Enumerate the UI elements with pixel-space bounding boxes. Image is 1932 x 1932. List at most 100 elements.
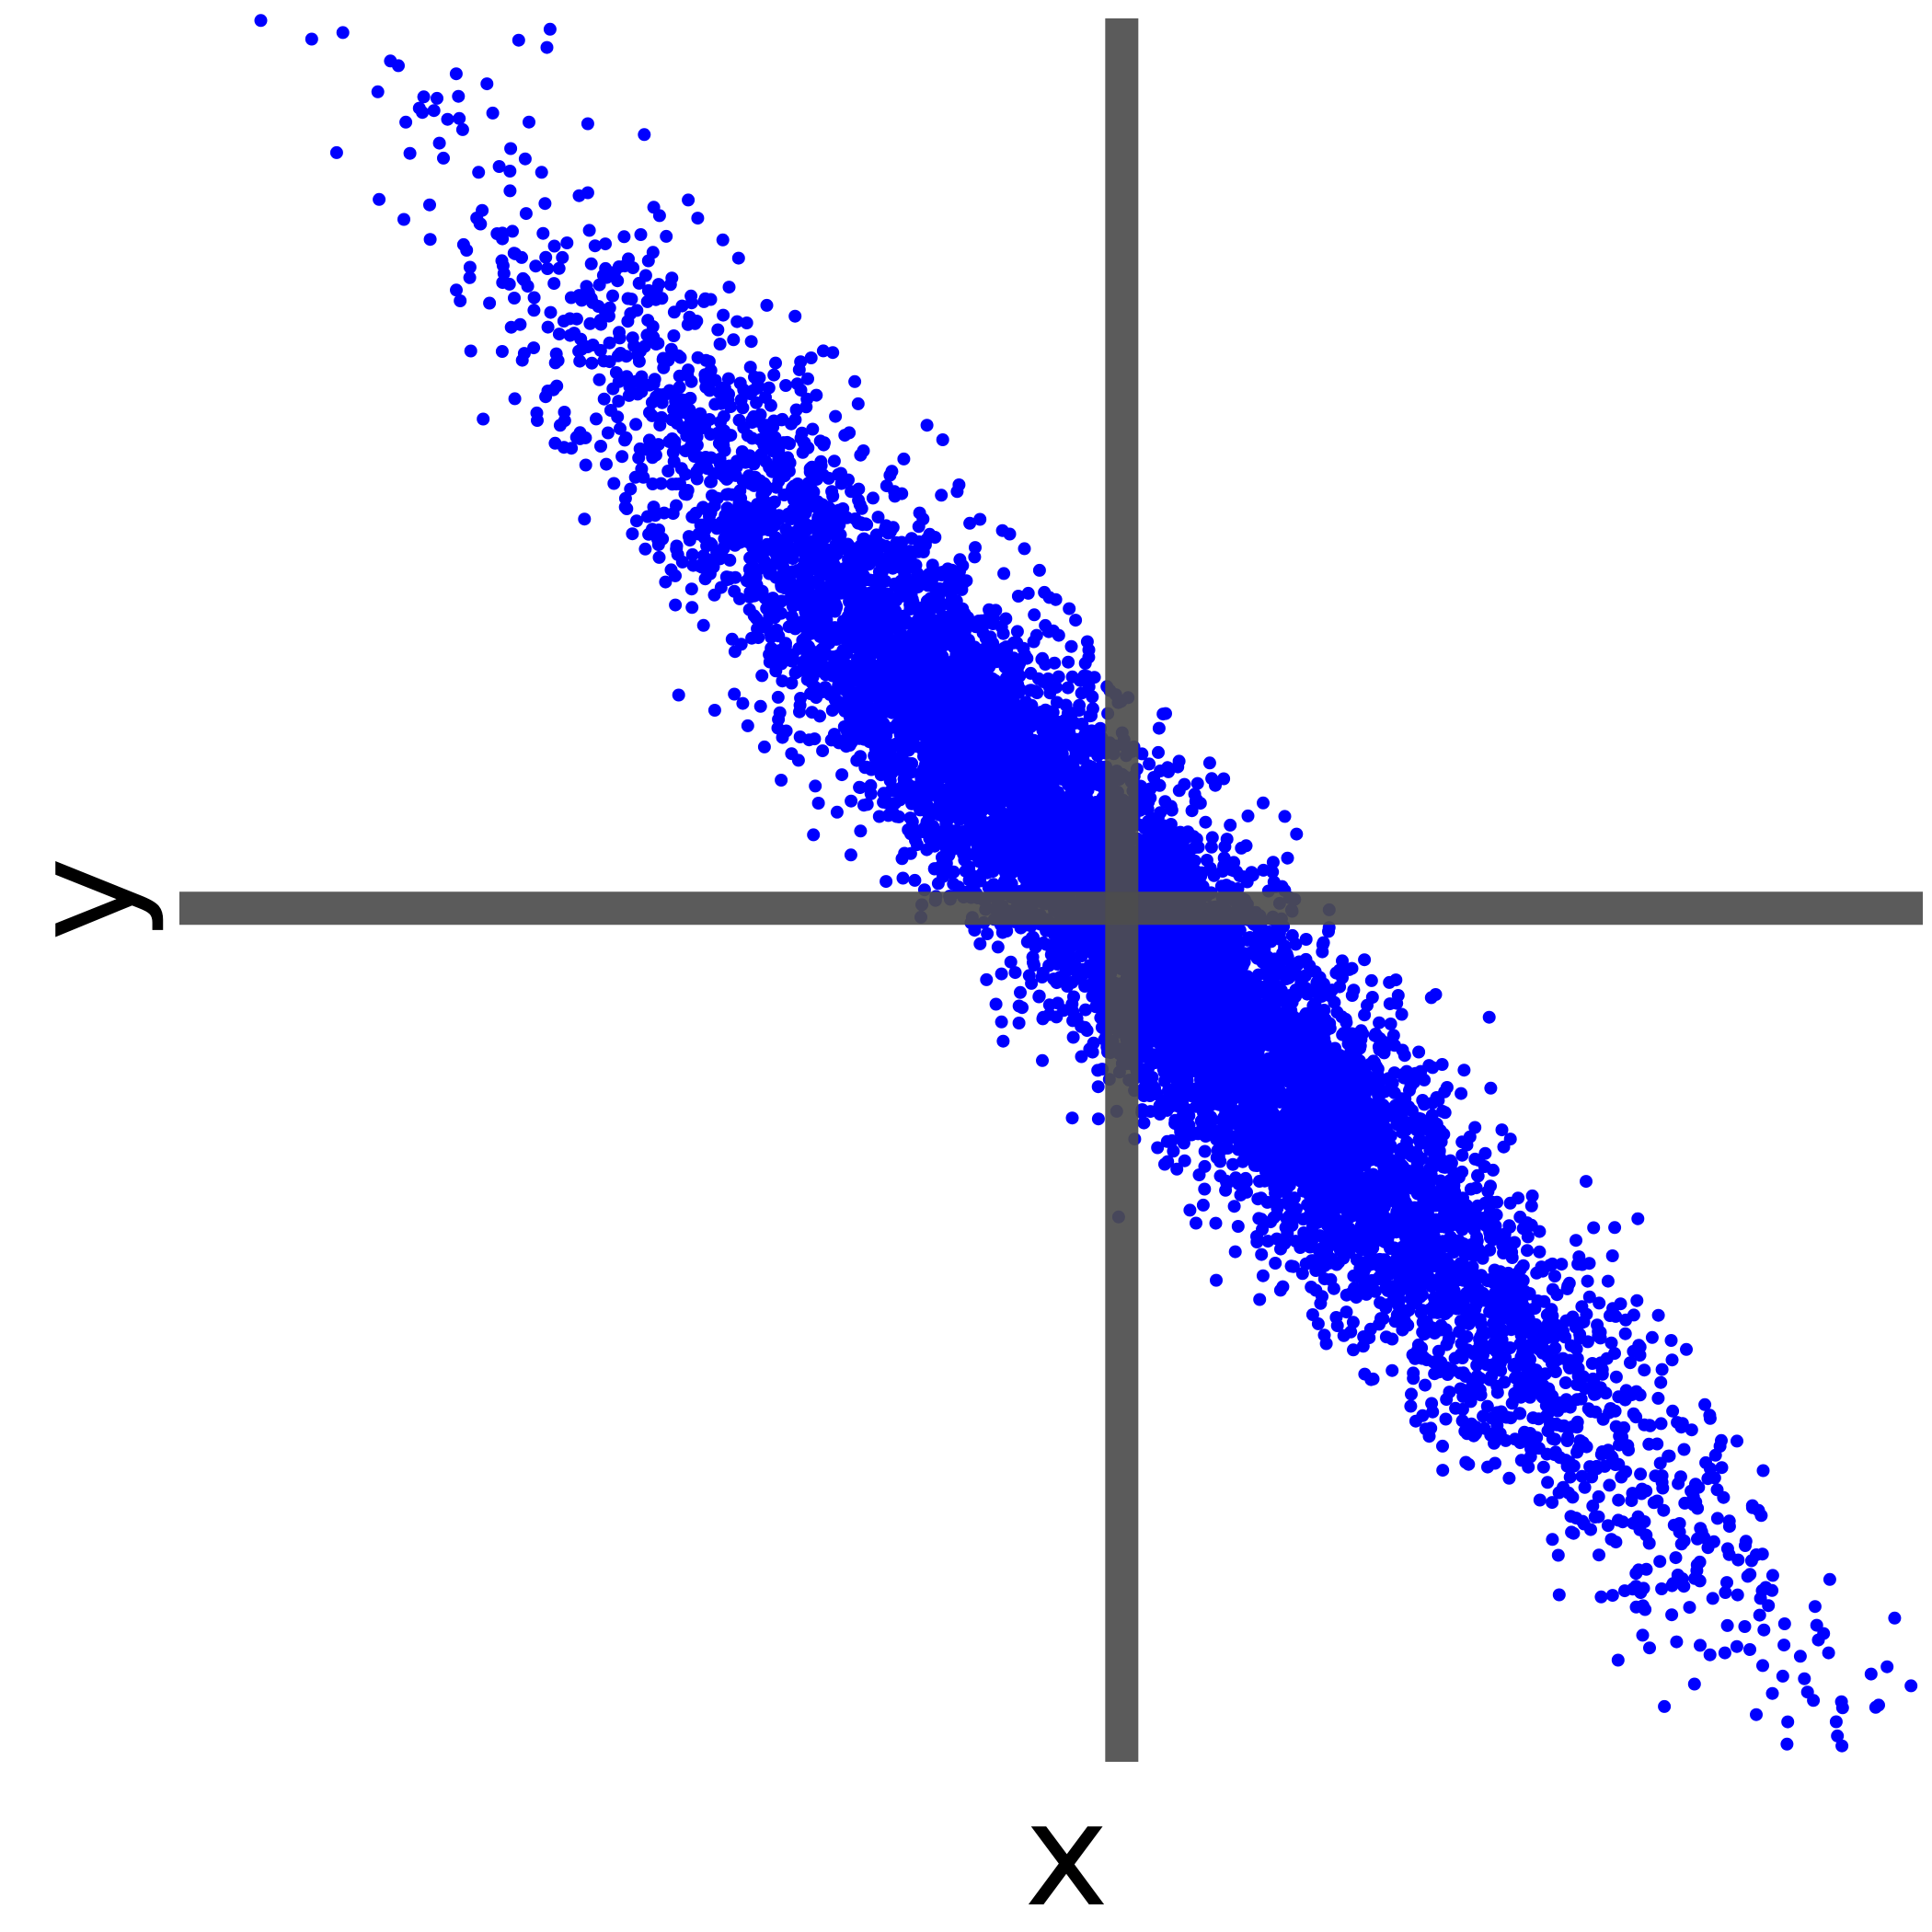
- scatter-point: [1546, 1496, 1559, 1510]
- scatter-point: [908, 873, 922, 887]
- scatter-point: [1609, 1370, 1623, 1384]
- scatter-point: [792, 362, 806, 376]
- scatter-point: [728, 645, 742, 659]
- scatter-point: [736, 696, 750, 710]
- scatter-point: [1601, 1274, 1615, 1288]
- scatter-point: [773, 706, 787, 719]
- scatter-point: [1158, 795, 1172, 809]
- scatter-point: [585, 356, 599, 370]
- scatter-point: [536, 226, 550, 240]
- scatter-point: [403, 146, 417, 160]
- scatter-point: [1603, 1478, 1616, 1492]
- scatter-point: [629, 418, 643, 431]
- scatter-point: [1198, 1159, 1212, 1173]
- scatter-point: [1340, 1016, 1353, 1029]
- scatter-point: [503, 184, 517, 198]
- scatter-point: [1299, 969, 1312, 983]
- scatter-point: [1675, 1417, 1689, 1431]
- scatter-point: [551, 353, 565, 367]
- scatter-point: [1625, 1494, 1639, 1508]
- scatter-point: [632, 451, 646, 465]
- scatter-point: [601, 426, 615, 440]
- scatter-point: [755, 669, 769, 683]
- scatter-point: [1226, 1157, 1240, 1171]
- scatter-point: [1152, 721, 1166, 735]
- scatter-point: [1601, 1519, 1615, 1533]
- scatter-point: [590, 412, 603, 426]
- scatter-point: [685, 601, 699, 615]
- scatter-point: [750, 396, 764, 409]
- scatter-point: [659, 575, 673, 589]
- scatter-point: [1032, 563, 1046, 577]
- scatter-point: [1064, 639, 1078, 653]
- scatter-point: [969, 541, 982, 555]
- scatter-point: [1656, 1481, 1670, 1495]
- scatter-point: [632, 276, 646, 290]
- scatter-point: [552, 261, 566, 275]
- scatter-point: [661, 465, 675, 477]
- scatter-point: [529, 259, 543, 273]
- scatter-point: [801, 372, 814, 385]
- scatter-point: [1636, 1628, 1650, 1642]
- scatter-point: [997, 567, 1011, 581]
- scatter-point: [952, 478, 966, 491]
- scatter-point: [599, 237, 612, 251]
- scatter-point: [663, 278, 677, 292]
- scatter-point: [1295, 1267, 1309, 1281]
- scatter-point: [495, 345, 509, 358]
- scatter-point: [1080, 635, 1094, 649]
- scatter-point: [1698, 1397, 1712, 1411]
- scatter-point: [329, 145, 343, 159]
- scatter-point: [472, 166, 486, 179]
- scatter-point: [1566, 1310, 1580, 1324]
- scatter-point: [1710, 1512, 1724, 1525]
- scatter-point: [1224, 818, 1237, 832]
- scatter-point: [1680, 1342, 1693, 1356]
- scatter-point: [373, 192, 386, 206]
- scatter-point: [1864, 1667, 1878, 1681]
- scatter-point: [558, 406, 571, 419]
- scatter-point: [1384, 1018, 1397, 1030]
- scatter-point: [1086, 690, 1099, 704]
- scatter-point: [1683, 1601, 1696, 1615]
- scatter-point: [1198, 1182, 1212, 1196]
- scatter-point: [1798, 1672, 1811, 1685]
- scatter-point: [455, 122, 469, 136]
- scatter-point: [854, 824, 868, 838]
- scatter-point: [578, 512, 592, 526]
- scatter-point: [1651, 1308, 1665, 1322]
- scatter-point: [670, 499, 683, 512]
- scatter-point: [548, 436, 562, 450]
- scatter-point: [504, 142, 518, 155]
- scatter-point: [449, 67, 463, 81]
- scatter-point: [1624, 1356, 1637, 1370]
- scatter-point: [903, 811, 917, 825]
- scatter-point: [1654, 1375, 1668, 1389]
- scatter-point: [1256, 1269, 1270, 1282]
- scatter-point: [717, 308, 730, 322]
- scatter-point: [830, 805, 844, 819]
- scatter-point: [896, 871, 910, 885]
- scatter-point: [600, 457, 613, 471]
- scatter-point: [1776, 1669, 1789, 1683]
- scatter-point: [1694, 1639, 1707, 1652]
- scatter-point: [913, 506, 926, 520]
- scatter-point: [1743, 1643, 1756, 1656]
- scatter-point: [1739, 1535, 1753, 1548]
- scatter-point: [1765, 1686, 1779, 1700]
- scatter-point: [1588, 1511, 1602, 1524]
- scatter-point: [1373, 1016, 1386, 1029]
- scatter-point: [1533, 1493, 1547, 1507]
- scatter-point: [816, 744, 830, 758]
- scatter-point: [1738, 1620, 1752, 1633]
- scatter-point: [437, 151, 450, 165]
- scatter-point: [647, 377, 661, 390]
- scatter-point: [1720, 1576, 1733, 1590]
- scatter-point: [1586, 1499, 1600, 1512]
- scatter-point: [452, 89, 466, 103]
- scatter-point: [1227, 1200, 1241, 1213]
- scatter-point: [547, 277, 561, 291]
- scatter-point: [769, 356, 782, 370]
- scatter-point: [506, 224, 519, 238]
